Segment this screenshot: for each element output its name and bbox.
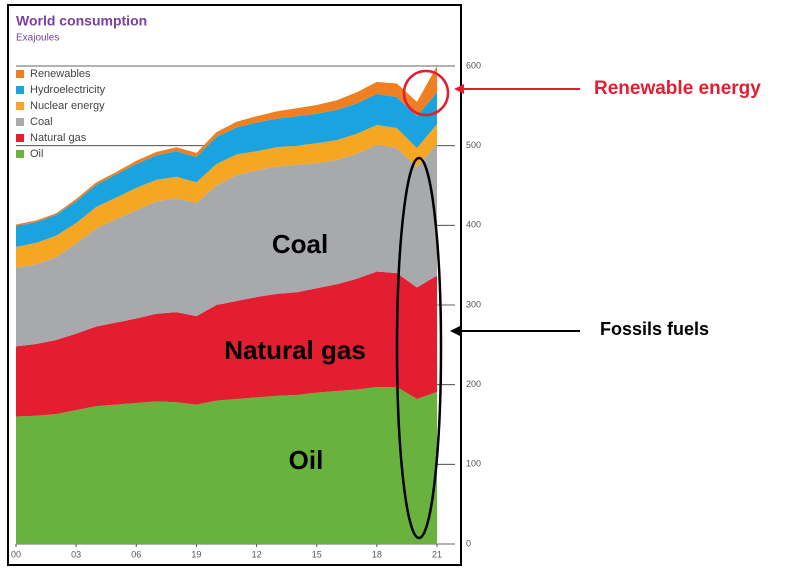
- legend-swatch: [16, 86, 24, 94]
- y-tick-label: 500: [466, 140, 481, 150]
- x-tick-label: 00: [11, 549, 21, 559]
- x-tick-label: 06: [131, 549, 141, 559]
- legend-label: Hydroelectricity: [30, 84, 106, 96]
- chart-title: World consumption: [16, 13, 147, 29]
- legend-swatch: [16, 150, 24, 158]
- x-tick-label: 12: [252, 549, 262, 559]
- legend-swatch: [16, 134, 24, 142]
- arrow-head: [454, 84, 464, 94]
- area: [16, 144, 437, 347]
- y-tick-label: 200: [466, 379, 481, 389]
- annotation: Coal: [272, 229, 328, 259]
- area: [16, 124, 437, 268]
- legend-swatch: [16, 102, 24, 110]
- legend-label: Oil: [30, 148, 43, 160]
- annotation: Renewable energy: [594, 78, 761, 99]
- legend-label: Renewables: [30, 68, 91, 80]
- y-tick-label: 0: [466, 538, 471, 548]
- highlight-circle: [402, 69, 450, 117]
- legend-label: Coal: [30, 116, 53, 128]
- legend-swatch: [16, 118, 24, 126]
- annotation: Natural gas: [224, 335, 366, 365]
- legend-label: Nuclear energy: [30, 100, 105, 112]
- chart-subtitle: Exajoules: [16, 33, 59, 44]
- frame: [7, 4, 462, 566]
- arrow-head: [450, 326, 460, 336]
- area: [16, 66, 437, 227]
- x-tick-label: 03: [71, 549, 81, 559]
- highlight-ellipse: [395, 156, 443, 540]
- annotation: Fossils fuels: [600, 319, 709, 339]
- area: [16, 387, 437, 544]
- y-tick-label: 100: [466, 459, 481, 469]
- legend-swatch: [16, 70, 24, 78]
- annotation: Oil: [289, 445, 324, 475]
- y-tick-label: 300: [466, 299, 481, 309]
- x-tick-label: 15: [312, 549, 322, 559]
- y-tick-label: 600: [466, 60, 481, 70]
- x-tick-label: 19: [191, 549, 201, 559]
- area: [16, 271, 437, 417]
- x-tick-label: 18: [372, 549, 382, 559]
- y-tick-label: 400: [466, 220, 481, 230]
- area: [16, 92, 437, 247]
- x-tick-label: 21: [432, 549, 442, 559]
- legend-label: Natural gas: [30, 132, 87, 144]
